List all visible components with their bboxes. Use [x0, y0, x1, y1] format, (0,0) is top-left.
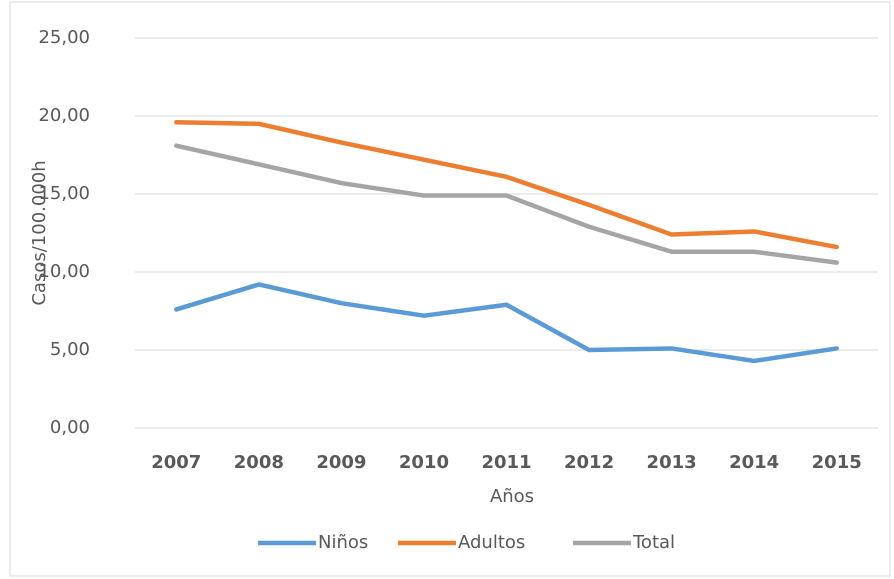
- x-tick-label: 2009: [316, 452, 366, 473]
- y-tick-label: 20,00: [38, 105, 90, 126]
- legend-label: Adultos: [458, 532, 525, 553]
- chart-border: [9, 1, 891, 577]
- line-series: [174, 282, 839, 364]
- line-series: [174, 119, 839, 250]
- x-tick-label: 2013: [647, 452, 697, 473]
- y-tick-label: 5,00: [50, 339, 90, 360]
- y-tick-label: 15,00: [38, 183, 90, 204]
- legend-label: Total: [632, 532, 675, 553]
- x-axis-title: Años: [490, 486, 534, 507]
- y-tick-label: 25,00: [38, 27, 90, 48]
- x-tick-label: 2011: [481, 452, 531, 473]
- x-tick-label: 2007: [151, 452, 201, 473]
- x-tick-label: 2008: [234, 452, 284, 473]
- x-tick-label: 2012: [564, 452, 614, 473]
- x-tick-label: 2010: [399, 452, 449, 473]
- y-tick-label: 0,00: [50, 417, 90, 438]
- x-tick-label: 2014: [729, 452, 779, 473]
- y-axis-title: Casos/100.000h: [29, 160, 50, 305]
- x-tick-label: 2015: [812, 452, 862, 473]
- y-tick-label: 10,00: [38, 261, 90, 282]
- line-series: [174, 143, 839, 265]
- legend-label: Niños: [318, 532, 368, 553]
